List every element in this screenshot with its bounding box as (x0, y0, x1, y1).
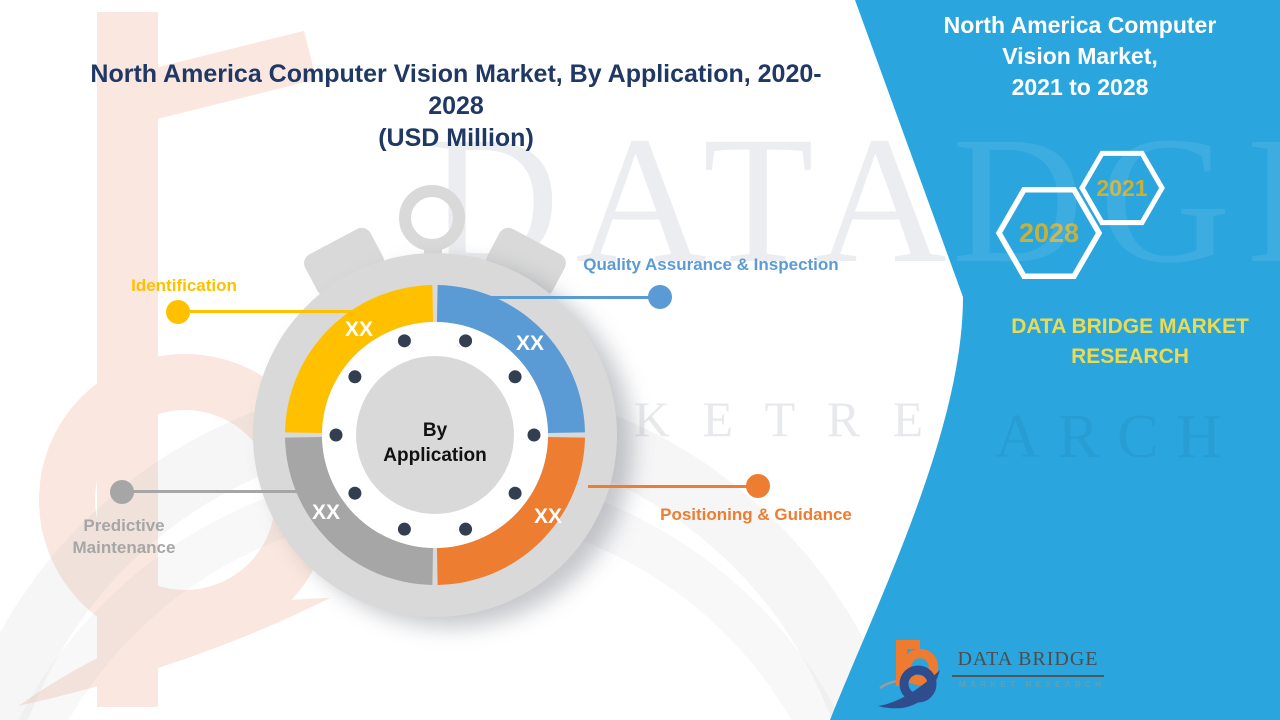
donut-center-label: By Application (383, 420, 487, 466)
value-label-predictive-maintenance: XX (311, 501, 340, 524)
data-bridge-logo-icon (878, 640, 940, 709)
legend-label-predictive-maintenance: Predictive Maintenance (72, 516, 176, 557)
hexagon-year-2021: 2021 (1096, 175, 1147, 201)
legend-label-quality-assurance: Quality Assurance & Inspection (583, 255, 839, 274)
legend-line-quality-assurance (490, 296, 650, 299)
segment-identification (285, 285, 434, 434)
legend-dot-quality-assurance (648, 285, 672, 309)
hexagon-2021 (1079, 150, 1165, 226)
legend-line-positioning-guidance (588, 485, 748, 488)
legend-dot-identification (166, 300, 190, 324)
legend-label-identification: Identification (131, 276, 237, 295)
panel-heading: North America Computer Vision Market, 20… (943, 12, 1217, 100)
legend-line-identification (188, 310, 360, 313)
dial-tick-dots (329, 334, 541, 536)
segment-positioning-guidance (436, 436, 585, 585)
donut-chart (285, 285, 585, 585)
value-label-quality-assurance: XX (515, 332, 544, 355)
value-label-identification: XX (344, 318, 373, 341)
legend-dot-positioning-guidance (746, 474, 770, 498)
panel-org-name: DATA BRIDGE MARKET RESEARCH (1011, 315, 1249, 368)
legend-label-positioning-guidance: Positioning & Guidance (660, 505, 852, 524)
panel-watermark-row2: ARCH (995, 403, 1240, 471)
legend-line-predictive-maintenance (132, 490, 302, 493)
logo-wordmark: DATA BRIDGE (952, 648, 1104, 677)
logo-tagline: MARKET RESEARCH (958, 679, 1106, 689)
segment-quality-assurance (436, 285, 585, 434)
legend-dot-predictive-maintenance (110, 480, 134, 504)
dial-center-disc (356, 356, 514, 514)
panel-watermark-row1: DGE (952, 100, 1280, 301)
segment-predictive-maintenance (285, 436, 434, 585)
chart-title-line1: North America Computer Vision Market, By… (90, 60, 822, 120)
value-label-positioning-guidance: XX (533, 505, 562, 528)
right-panel-shape (830, 0, 1280, 720)
chart-title: North America Computer Vision Market, By… (88, 58, 824, 154)
chart-title-line2: (USD Million) (378, 124, 534, 152)
hexagon-2028 (995, 186, 1103, 280)
hexagon-year-2028: 2028 (1019, 218, 1079, 248)
